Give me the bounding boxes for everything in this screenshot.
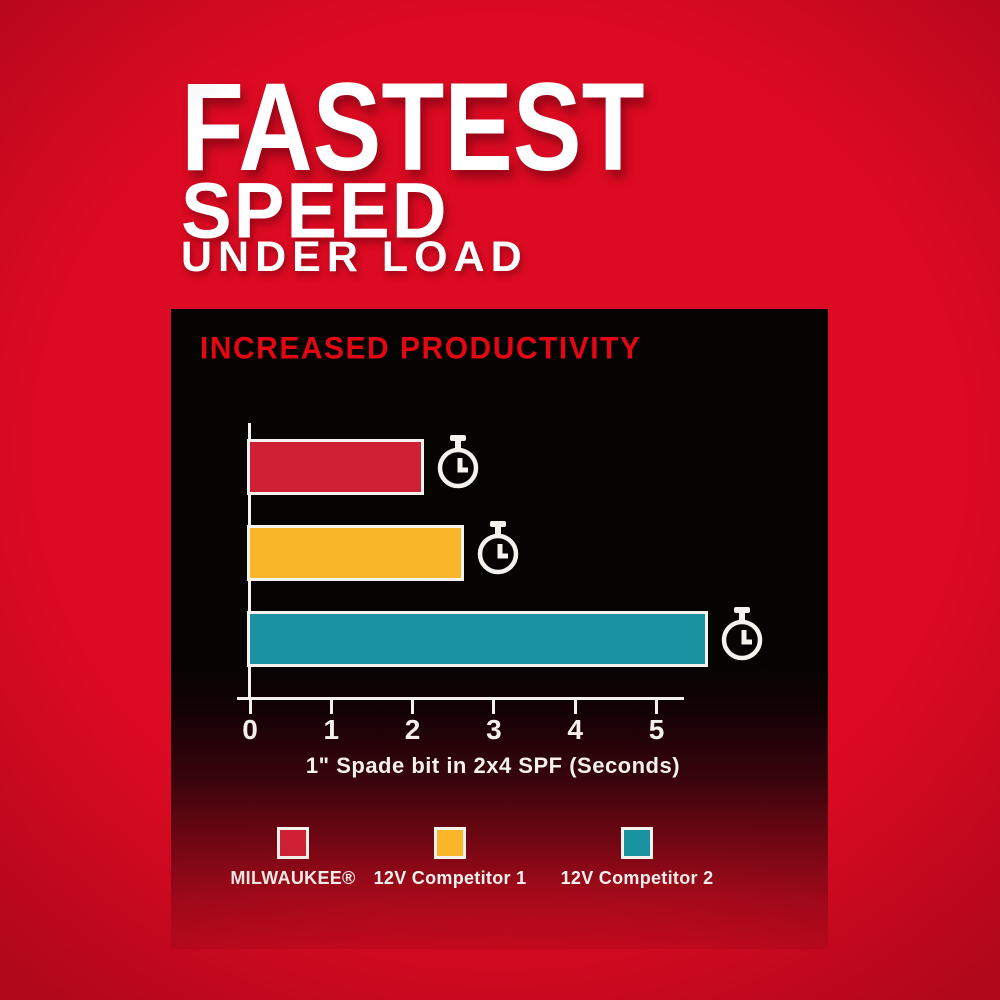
chart-title: INCREASED PRODUCTIVITY bbox=[200, 331, 642, 366]
x-tick bbox=[492, 700, 496, 714]
bar-1 bbox=[247, 439, 424, 495]
stopwatch-icon bbox=[477, 521, 519, 575]
headline-line3: UNDER LOAD bbox=[181, 233, 528, 281]
x-axis-label: 1" Spade bit in 2x4 SPF (Seconds) bbox=[305, 753, 681, 778]
legend-swatch bbox=[277, 827, 309, 859]
x-tick bbox=[248, 700, 252, 714]
x-tick-label: 3 bbox=[486, 714, 502, 745]
x-tick bbox=[655, 700, 658, 714]
legend-label: MILWAUKEE® bbox=[230, 868, 356, 888]
x-tick-label: 2 bbox=[404, 714, 421, 745]
stopwatch-icon bbox=[721, 607, 763, 661]
stopwatch-icon bbox=[437, 435, 479, 489]
legend-label: 12V Competitor 2 bbox=[560, 868, 714, 888]
bar-chart: 0 1 2 3 4 5 1" Spade bit in 2x4 SPF (Seconds) bbox=[171, 423, 828, 793]
x-tick-label: 0 bbox=[242, 714, 258, 745]
legend-label: 12V Competitor 1 bbox=[373, 868, 527, 888]
legend-item: 12V Competitor 2 bbox=[552, 821, 722, 889]
legend-swatch bbox=[621, 827, 653, 859]
headline-line2: SPEED bbox=[181, 166, 449, 256]
x-tick bbox=[411, 700, 415, 714]
chart-panel: INCREASED PRODUCTIVITY 0 1 2 3 4 5 1" Spade b… bbox=[171, 309, 828, 949]
x-axis bbox=[237, 697, 684, 700]
legend-item: MILWAUKEE® bbox=[208, 821, 378, 889]
bar-2 bbox=[247, 525, 464, 581]
legend-item: 12V Competitor 1 bbox=[365, 821, 535, 889]
x-tick bbox=[573, 700, 577, 714]
bar-3 bbox=[247, 611, 708, 667]
x-tick-label: 5 bbox=[648, 714, 665, 745]
x-tick-label: 1 bbox=[323, 714, 340, 745]
x-tick-label: 4 bbox=[567, 714, 583, 745]
legend: MILWAUKEE® 12V Competitor 1 12V Competitor… bbox=[171, 821, 828, 911]
x-tick bbox=[329, 700, 333, 714]
legend-swatch bbox=[434, 827, 466, 859]
headline-line1: FASTEST bbox=[181, 56, 645, 197]
